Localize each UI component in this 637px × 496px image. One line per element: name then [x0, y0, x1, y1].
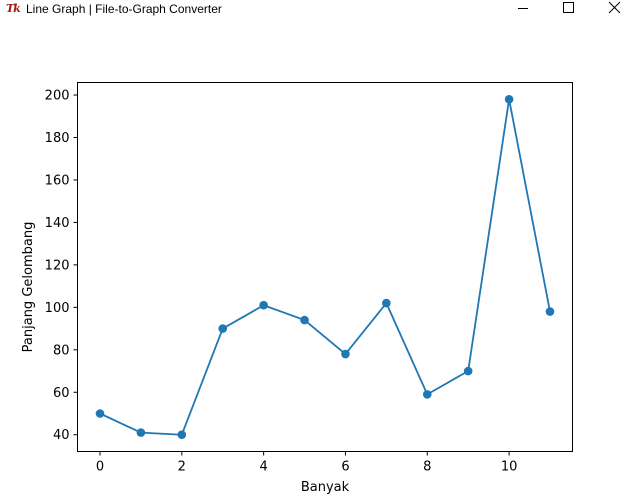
- y-axis-label: Panjang Gelombang: [21, 222, 36, 353]
- series-line: [99, 98, 551, 436]
- y-axis: 40 60 80 100 120 140 160 180 200: [45, 89, 78, 443]
- y-tick-label: 140: [45, 216, 70, 231]
- data-point: [136, 428, 146, 437]
- x-tick-label: 6: [341, 460, 349, 475]
- y-tick-label: 160: [45, 173, 70, 188]
- x-tick-label: 4: [259, 460, 267, 475]
- data-point: [177, 430, 187, 440]
- y-tick-label: 120: [45, 258, 70, 273]
- minimize-icon: [518, 8, 528, 9]
- x-tick-label: 2: [178, 460, 186, 475]
- series-layer: [95, 94, 555, 440]
- y-tick-label: 200: [45, 89, 70, 104]
- data-point: [382, 298, 391, 308]
- y-tick-label: 60: [53, 386, 70, 401]
- maximize-button[interactable]: [545, 0, 591, 20]
- close-icon: [608, 1, 621, 14]
- x-tick-label: 8: [423, 460, 431, 475]
- close-button[interactable]: [591, 0, 637, 20]
- title-bar: Tk Line Graph | File-to-Graph Converter: [0, 0, 637, 20]
- x-axis: 0 2 4 6 8 10: [96, 451, 518, 475]
- y-tick-label: 80: [53, 343, 70, 358]
- data-point: [463, 366, 473, 376]
- y-tick-label: 180: [45, 131, 70, 146]
- data-point: [422, 390, 432, 399]
- maximize-icon: [563, 2, 574, 13]
- data-point: [218, 324, 228, 333]
- data-point: [259, 300, 268, 310]
- data-point: [341, 349, 350, 359]
- plot-frame: [77, 82, 573, 452]
- minimize-button[interactable]: [500, 0, 546, 20]
- plot-canvas: 0 2 4 6 8 10 40 60 80 100 120 140 160 180 200 Banyak …: [0, 20, 637, 496]
- data-point: [545, 307, 555, 316]
- x-axis-label: Banyak: [301, 480, 350, 495]
- data-point: [504, 94, 514, 104]
- window-title: Line Graph | File-to-Graph Converter: [26, 2, 222, 16]
- x-tick-label: 10: [501, 460, 518, 475]
- x-tick-label: 0: [96, 460, 104, 475]
- data-point: [300, 315, 309, 325]
- tk-feather-icon: Tk: [6, 2, 21, 15]
- data-point: [95, 409, 105, 418]
- y-tick-label: 40: [53, 428, 70, 443]
- y-tick-label: 100: [45, 301, 70, 316]
